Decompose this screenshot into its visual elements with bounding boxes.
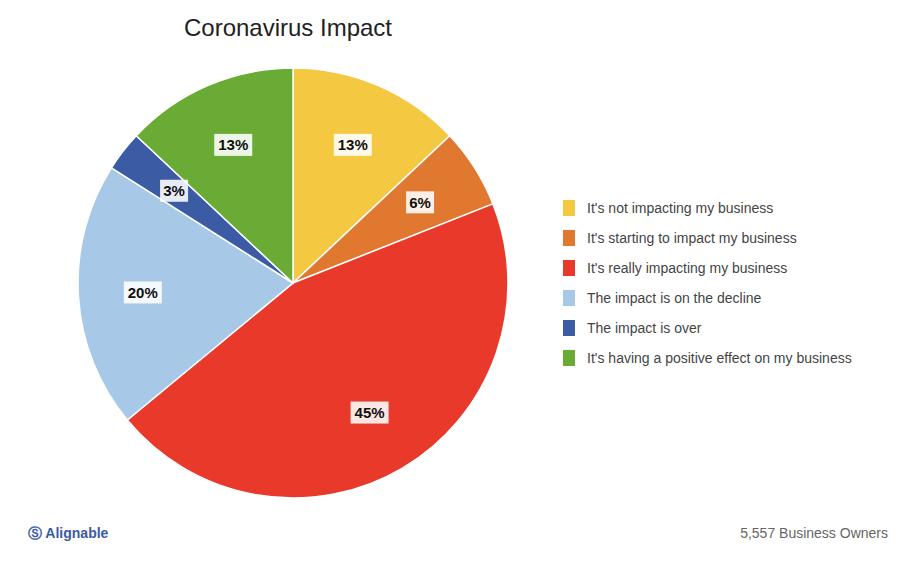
html-text:The impact is over: The impact is over [587, 320, 702, 336]
html-text:It's having a positive effect: It's having a positive effect on my busi… [587, 350, 852, 366]
html-text:It's not impacting my business: It's not impacting my business [587, 200, 774, 216]
svg-text:45%: 45% [355, 404, 385, 421]
svg-text:3%: 3% [163, 182, 185, 199]
svg-text:13%: 13% [338, 136, 368, 153]
html-text:Coronavirus Impact: Coronavirus Impact [184, 14, 392, 41]
html-text:The impact is on the decline: The impact is on the decline [587, 290, 762, 306]
html-text:It's really impacting my busin: It's really impacting my business [587, 260, 788, 276]
svg-text:6%: 6% [409, 194, 431, 211]
html-text:Ⓢ Alignable: Ⓢ Alignable [28, 525, 109, 541]
html-text:It's starting to impact my bus: It's starting to impact my business [587, 230, 797, 246]
svg-text:13%: 13% [218, 136, 248, 153]
svg-text:20%: 20% [128, 284, 158, 301]
html-text:5,557 Business Owners: 5,557 Business Owners [740, 525, 888, 541]
